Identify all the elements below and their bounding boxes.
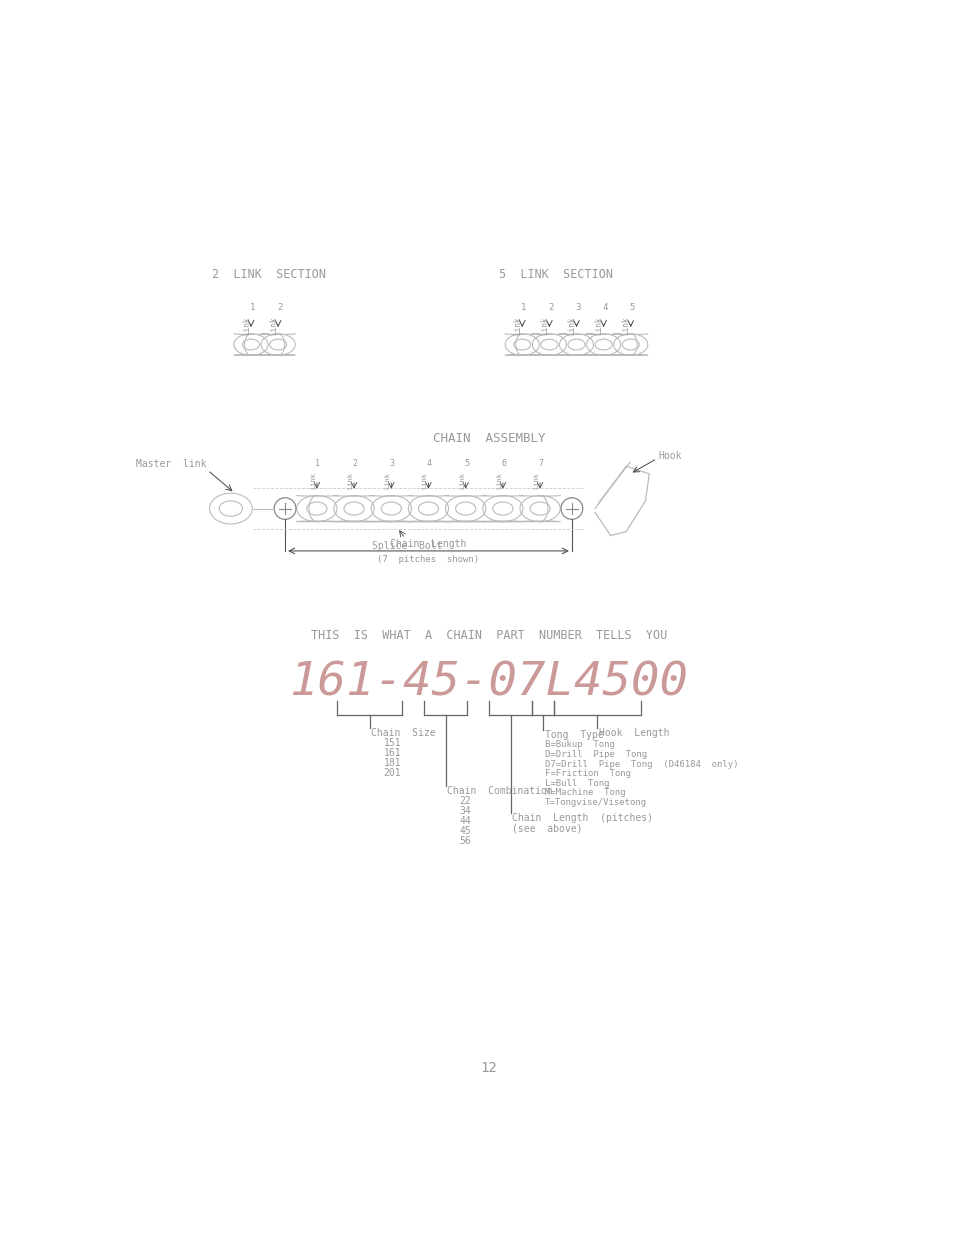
Text: Link: Link xyxy=(533,472,538,489)
Text: D7=Drill  Pipe  Tong  (D46184  only): D7=Drill Pipe Tong (D46184 only) xyxy=(544,760,738,768)
Text: B=Bukup  Tong: B=Bukup Tong xyxy=(544,740,614,750)
Text: Tong  Type: Tong Type xyxy=(544,730,603,740)
Text: 2: 2 xyxy=(548,304,553,312)
Text: Link: Link xyxy=(621,317,630,336)
Text: Hook: Hook xyxy=(658,451,681,461)
Text: Link: Link xyxy=(496,472,501,489)
Text: 181: 181 xyxy=(383,758,400,768)
Text: Chain  Size: Chain Size xyxy=(371,727,436,739)
Text: Link: Link xyxy=(539,317,549,336)
Text: Chain  Length  (pitches): Chain Length (pitches) xyxy=(512,813,653,823)
Text: 45: 45 xyxy=(459,826,471,836)
Text: 6: 6 xyxy=(500,458,506,468)
Text: Link: Link xyxy=(310,472,315,489)
Text: 1: 1 xyxy=(314,458,320,468)
Text: 5: 5 xyxy=(629,304,635,312)
Text: THIS  IS  WHAT  A  CHAIN  PART  NUMBER  TELLS  YOU: THIS IS WHAT A CHAIN PART NUMBER TELLS Y… xyxy=(311,630,666,642)
Text: Link: Link xyxy=(421,472,427,489)
Text: 4: 4 xyxy=(602,304,607,312)
Text: Link: Link xyxy=(242,317,251,336)
Text: 34: 34 xyxy=(459,805,471,816)
Text: Link: Link xyxy=(567,317,576,336)
Text: 2  LINK  SECTION: 2 LINK SECTION xyxy=(212,268,326,280)
Text: Link: Link xyxy=(513,317,521,336)
Text: 7: 7 xyxy=(537,458,543,468)
Text: 4: 4 xyxy=(426,458,432,468)
Text: 3: 3 xyxy=(389,458,395,468)
Text: 44: 44 xyxy=(459,816,471,826)
Text: 161-45-07L4500: 161-45-07L4500 xyxy=(289,661,688,705)
Text: 3: 3 xyxy=(575,304,580,312)
Text: Chain  Length: Chain Length xyxy=(390,540,466,550)
Text: Master  link: Master link xyxy=(135,458,206,468)
Text: Link: Link xyxy=(594,317,603,336)
Text: 5  LINK  SECTION: 5 LINK SECTION xyxy=(498,268,613,280)
Text: 2: 2 xyxy=(276,304,282,312)
Text: Chain  Combination: Chain Combination xyxy=(447,785,552,795)
Text: 12: 12 xyxy=(480,1061,497,1074)
Text: 151: 151 xyxy=(383,739,400,748)
Text: L=Bull  Tong: L=Bull Tong xyxy=(544,779,609,788)
Text: Hook  Length: Hook Length xyxy=(598,727,669,739)
Text: Link: Link xyxy=(458,472,464,489)
Text: 56: 56 xyxy=(459,836,471,846)
Text: 2: 2 xyxy=(352,458,357,468)
Text: T=Tongvise/Visetong: T=Tongvise/Visetong xyxy=(544,798,646,808)
Text: 1: 1 xyxy=(520,304,526,312)
Text: CHAIN  ASSEMBLY: CHAIN ASSEMBLY xyxy=(433,431,544,445)
Text: 22: 22 xyxy=(459,795,471,805)
Text: D=Drill  Pipe  Tong: D=Drill Pipe Tong xyxy=(544,750,646,760)
Text: (7  pitches  shown): (7 pitches shown) xyxy=(377,555,479,563)
Text: (see  above): (see above) xyxy=(512,823,582,834)
Text: Link: Link xyxy=(269,317,278,336)
Text: M=Machine  Tong: M=Machine Tong xyxy=(544,788,625,798)
Text: Link: Link xyxy=(347,472,353,489)
Text: 161: 161 xyxy=(383,748,400,758)
Text: 5: 5 xyxy=(463,458,469,468)
Text: 201: 201 xyxy=(383,768,400,778)
Text: F=Friction  Tong: F=Friction Tong xyxy=(544,769,630,778)
Text: 1: 1 xyxy=(250,304,255,312)
Text: Splice  Bolt: Splice Bolt xyxy=(371,541,441,551)
Text: Link: Link xyxy=(384,472,390,489)
